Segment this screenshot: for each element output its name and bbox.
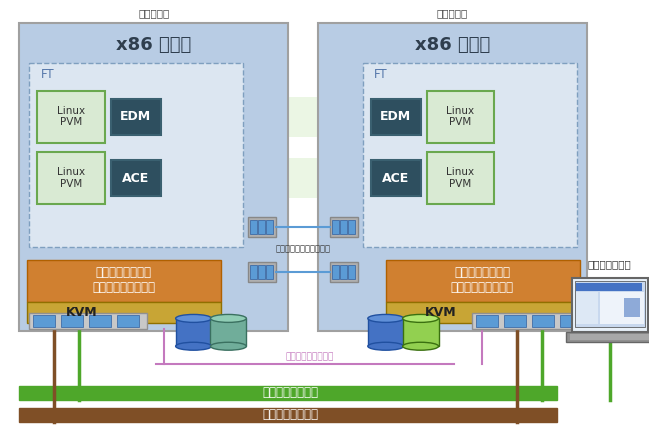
- Text: Linux
PVM: Linux PVM: [447, 106, 474, 128]
- Bar: [426, 91, 494, 142]
- Bar: [363, 63, 577, 247]
- Bar: [250, 220, 257, 234]
- Text: プライベートリンク: プライベートリンク: [286, 353, 334, 362]
- Text: FT: FT: [40, 69, 54, 82]
- Ellipse shape: [368, 314, 404, 323]
- Ellipse shape: [368, 342, 404, 350]
- Bar: [370, 160, 421, 196]
- Bar: [29, 63, 243, 247]
- Text: エクステンションズ: エクステンションズ: [451, 281, 514, 294]
- Text: プライマリ: プライマリ: [138, 9, 170, 18]
- Bar: [37, 152, 105, 204]
- Text: アベイラビリティリンク: アベイラビリティリンク: [276, 244, 331, 254]
- Bar: [161, 97, 421, 137]
- Bar: [402, 319, 439, 346]
- Bar: [111, 99, 161, 134]
- Ellipse shape: [176, 342, 211, 350]
- Text: アベイラビリティ: アベイラビリティ: [454, 266, 510, 279]
- Text: 管理ネットワーク: 管理ネットワーク: [262, 387, 318, 400]
- Bar: [370, 99, 421, 134]
- Ellipse shape: [176, 314, 211, 323]
- Bar: [566, 332, 650, 342]
- Bar: [318, 23, 587, 332]
- Bar: [266, 265, 273, 279]
- Bar: [504, 315, 526, 327]
- Ellipse shape: [211, 342, 246, 350]
- Text: x86 サーバ: x86 サーバ: [415, 36, 490, 54]
- Bar: [340, 265, 347, 279]
- Bar: [117, 315, 139, 327]
- Bar: [348, 265, 355, 279]
- Bar: [600, 292, 644, 324]
- Ellipse shape: [402, 342, 439, 350]
- Text: アベイラビリティ: アベイラビリティ: [96, 266, 152, 279]
- Bar: [20, 386, 557, 400]
- Bar: [340, 220, 347, 234]
- Bar: [385, 260, 580, 302]
- Bar: [89, 315, 111, 327]
- Bar: [248, 217, 276, 237]
- Text: Linux
PVM: Linux PVM: [447, 168, 474, 189]
- Text: x86 サーバ: x86 サーバ: [116, 36, 191, 54]
- Text: ACE: ACE: [122, 172, 150, 185]
- Bar: [211, 319, 246, 346]
- Bar: [111, 160, 161, 196]
- Bar: [20, 408, 557, 422]
- Bar: [473, 314, 590, 329]
- Bar: [426, 152, 494, 204]
- Text: EDM: EDM: [380, 110, 411, 123]
- Bar: [248, 262, 276, 282]
- Bar: [330, 217, 358, 237]
- Bar: [27, 302, 222, 323]
- Text: KVM: KVM: [424, 306, 456, 319]
- Text: Linux
PVM: Linux PVM: [57, 168, 85, 189]
- Bar: [258, 220, 265, 234]
- Bar: [20, 23, 288, 332]
- Bar: [332, 265, 339, 279]
- Ellipse shape: [402, 314, 439, 323]
- Bar: [570, 334, 649, 340]
- Bar: [27, 260, 222, 302]
- Bar: [575, 280, 645, 327]
- Bar: [385, 302, 580, 323]
- Bar: [368, 319, 404, 346]
- Text: KVM: KVM: [66, 306, 98, 319]
- Bar: [348, 220, 355, 234]
- Bar: [176, 319, 211, 346]
- Bar: [532, 315, 554, 327]
- Bar: [572, 278, 647, 332]
- Text: Linux
PVM: Linux PVM: [57, 106, 85, 128]
- Bar: [576, 292, 598, 324]
- Text: エクステンションズ: エクステンションズ: [92, 281, 155, 294]
- Text: FT: FT: [374, 69, 387, 82]
- Bar: [624, 297, 640, 318]
- Bar: [576, 283, 642, 291]
- Bar: [61, 315, 83, 327]
- Bar: [33, 315, 55, 327]
- Bar: [29, 314, 147, 329]
- Bar: [250, 265, 257, 279]
- Bar: [476, 315, 499, 327]
- Bar: [258, 265, 265, 279]
- Text: 業務ネットワーク: 業務ネットワーク: [262, 408, 318, 421]
- Text: 管理コンソール: 管理コンソール: [588, 259, 632, 269]
- Bar: [266, 220, 273, 234]
- Bar: [161, 159, 421, 198]
- Ellipse shape: [211, 314, 246, 323]
- Bar: [330, 262, 358, 282]
- Text: ACE: ACE: [382, 172, 410, 185]
- Text: セカンダリ: セカンダリ: [437, 9, 468, 18]
- Text: EDM: EDM: [120, 110, 151, 123]
- Bar: [560, 315, 582, 327]
- Bar: [37, 91, 105, 142]
- Bar: [332, 220, 339, 234]
